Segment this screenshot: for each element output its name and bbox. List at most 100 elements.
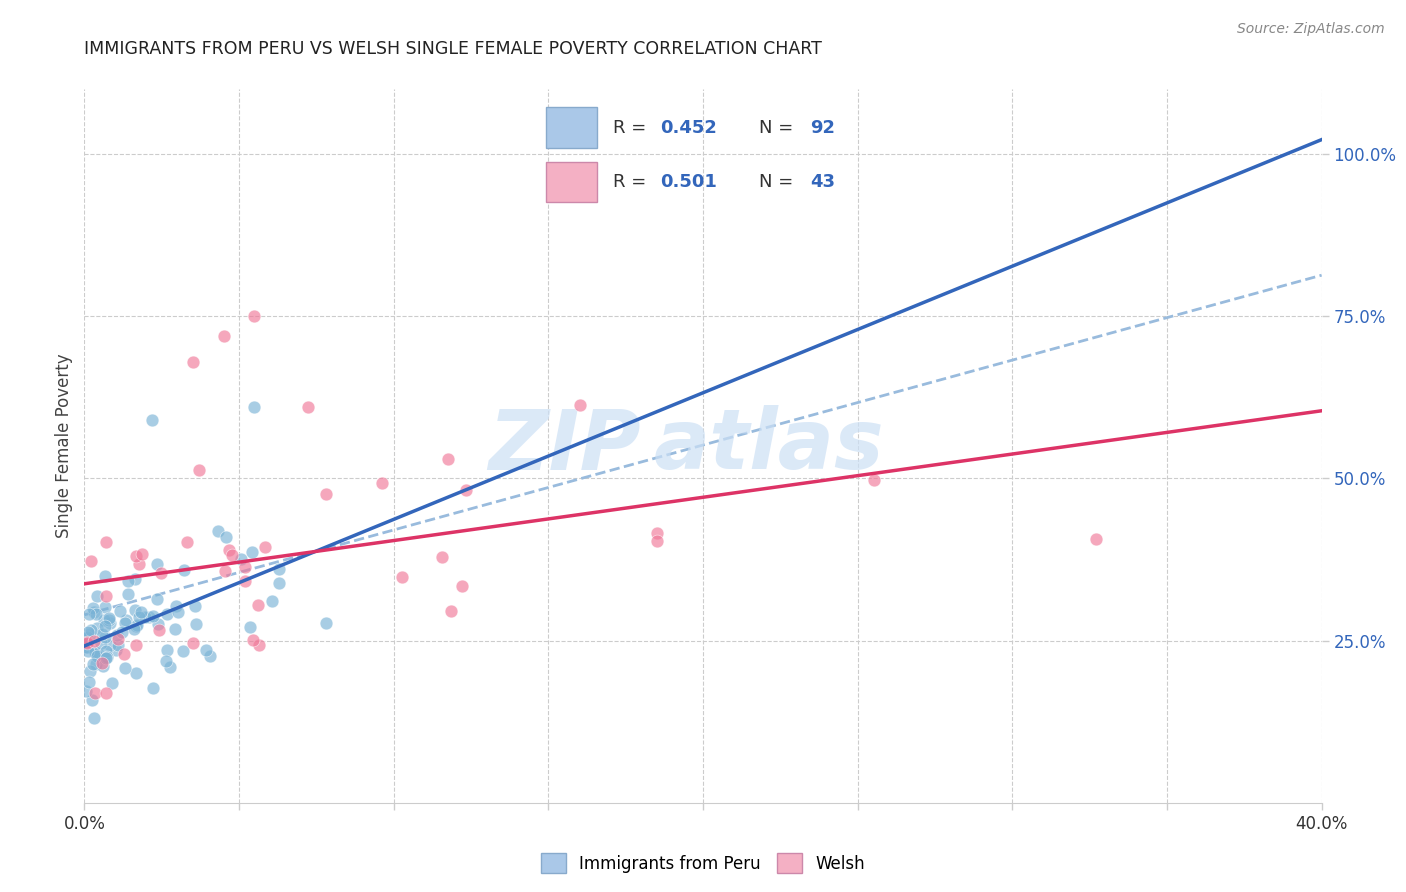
Point [77,643,100,657]
Point [188,462,211,476]
Point [104,643,127,657]
Point [315,486,337,500]
Point [371,475,394,490]
Text: R =: R = [613,173,652,191]
Point [430,549,453,564]
Point [165,599,187,613]
Point [129,605,152,619]
Point [83,605,105,619]
Point [124,618,146,632]
Point [96,651,118,665]
Point [75,632,97,646]
Point [124,622,146,636]
Point [77,607,100,621]
Point [96,650,118,665]
Point [267,562,290,576]
Point [93,599,115,614]
Point [207,524,229,538]
Point [75,684,97,698]
Point [253,541,276,555]
Point [114,615,136,630]
Point [243,310,266,324]
Point [79,664,101,678]
Text: 43: 43 [810,173,835,191]
Point [128,557,150,571]
Point [156,643,179,657]
Point [94,630,117,644]
Point [82,657,104,671]
Point [260,594,283,608]
Point [100,615,122,630]
Point [198,648,221,663]
Point [76,640,98,655]
Point [149,566,172,581]
Point [76,635,98,649]
Point [82,600,104,615]
Point [83,644,105,658]
Point [90,656,112,670]
Point [96,589,118,603]
Point [146,557,169,571]
Point [80,623,103,637]
Point [141,413,163,427]
Point [86,648,108,663]
Point [108,604,131,618]
Point [212,328,235,343]
Point [645,526,668,541]
Point [176,535,198,549]
Point [117,574,139,588]
Point [173,563,195,577]
Point [181,354,204,368]
Point [194,642,217,657]
Point [451,579,474,593]
Point [172,644,194,658]
Point [233,574,256,588]
Point [117,587,139,601]
Point [215,530,238,544]
Legend: Immigrants from Peru, Welsh: Immigrants from Peru, Welsh [534,847,872,880]
Point [76,630,98,644]
Point [146,591,169,606]
Point [315,615,337,630]
Point [94,685,117,699]
Point [391,569,413,583]
Point [156,607,179,621]
Point [159,660,181,674]
Point [240,545,263,559]
Point [93,651,115,665]
Point [80,693,103,707]
Point [90,636,112,650]
Point [125,549,148,563]
Point [84,657,107,671]
Text: N =: N = [759,173,799,191]
Point [146,617,169,632]
Point [247,599,270,613]
Point [138,610,160,624]
Point [124,603,146,617]
Point [229,552,252,566]
Point [125,618,148,632]
Text: 0.501: 0.501 [661,173,717,191]
Point [134,609,156,624]
Point [114,661,136,675]
Point [124,572,146,586]
Point [235,559,257,574]
Point [94,619,117,633]
Point [269,576,291,591]
Bar [546,107,598,148]
Point [100,676,122,690]
Point [214,564,236,578]
Point [440,604,463,618]
Point [1084,533,1107,547]
Point [645,534,668,549]
Point [128,609,150,624]
Point [93,613,115,627]
Point [142,681,165,695]
Point [242,632,264,647]
Point [107,632,129,647]
Text: atlas: atlas [654,406,884,486]
Point [131,547,153,561]
Point [76,636,98,650]
Point [83,711,105,725]
Point [863,473,886,487]
